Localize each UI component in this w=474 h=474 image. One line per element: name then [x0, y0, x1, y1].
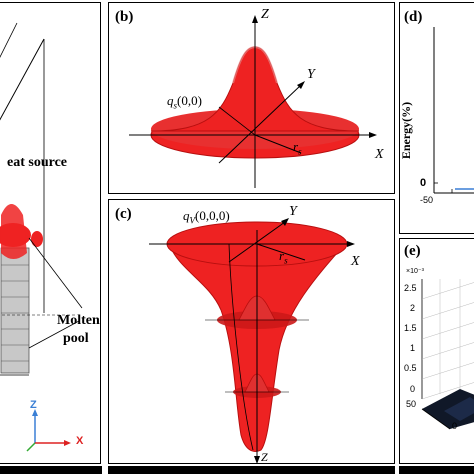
panel-d-label: (d): [404, 9, 423, 25]
panel-d-drawing: [433, 27, 474, 194]
axis-z-label: Z: [261, 7, 269, 22]
axis-x-label: X: [351, 254, 360, 269]
heat-source-label: eat source: [7, 155, 67, 170]
radius-label: rs: [293, 139, 302, 157]
z-tick-1-5: 1.5: [404, 323, 417, 333]
radius-label: rs: [279, 248, 288, 266]
axis-x-label: X: [375, 147, 384, 162]
z-tick-1: 1: [410, 343, 416, 353]
z-tick-0: 0: [410, 384, 416, 394]
y-tick-50: 50: [406, 399, 417, 409]
panel-b-label: (b): [115, 9, 134, 25]
panel-e-label: (e): [404, 243, 421, 259]
panel-d: (d) Energy(%) 0 -50: [399, 2, 474, 234]
molten-pool-label-line2: pool: [63, 331, 89, 346]
panel-e-drawing: [421, 279, 474, 430]
surface-flux-label: qs(0,0): [167, 93, 202, 111]
axis-z-label: Z: [261, 450, 268, 464]
z-tick-0-5: 0.5: [404, 363, 417, 373]
molten-pool-label-line1: Molten: [57, 313, 100, 328]
axis-x-label: X: [76, 435, 84, 447]
z-tick-2: 2: [410, 303, 416, 313]
y-tick-zero: 0: [420, 177, 427, 189]
panel-c-scale-bar: [108, 466, 395, 474]
z-exponent-label: ×10⁻³: [406, 268, 424, 275]
volumetric-flux-label: qV(0,0,0): [183, 208, 230, 226]
panel-a-drawing: [0, 22, 83, 452]
panel-b: (b) Z Y X qs(0,0) rs: [108, 2, 395, 194]
x-tick-0: 0: [452, 421, 458, 431]
panel-e: (e) ×10⁻³ 2.5 2 1.5 1 0.5 0 50 0: [399, 238, 474, 464]
panel-e-scale-bar: [399, 466, 474, 474]
axis-y-label: Y: [289, 204, 297, 219]
panel-c-drawing: [149, 218, 355, 463]
x-tick: -50: [420, 195, 434, 205]
z-tick-2-5: 2.5: [404, 283, 417, 293]
panel-a: eat source Molten pool Z X: [0, 2, 101, 464]
axis-y-label: Y: [307, 67, 315, 82]
axis-z-label: Z: [30, 399, 37, 411]
panel-b-drawing: [129, 15, 377, 188]
panel-a-scale-bar: [0, 466, 102, 474]
y-axis-label: Energy(%): [399, 101, 414, 160]
panel-c: (c) qV(0,0,0) Y X Z rs: [108, 199, 395, 464]
panel-c-label: (c): [115, 206, 132, 222]
